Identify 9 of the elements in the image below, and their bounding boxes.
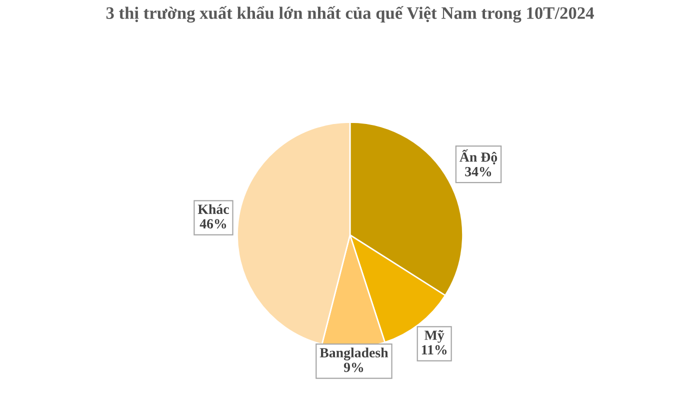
data-label: 11%	[422, 345, 447, 355]
chart-title: 3 thị trường xuất khẩu lớn nhất của quế Việt Nam trong 10T/2024	[106, 6, 594, 23]
data-label: 9%	[344, 362, 364, 372]
slice-label: Khác	[198, 204, 229, 214]
slice-label: Mỹ	[424, 330, 444, 343]
data-label: 34%	[465, 166, 492, 176]
slice-label: Bangladesh	[320, 348, 388, 360]
data-label: 46%	[200, 219, 226, 229]
slice-label: Ấn Độ	[460, 149, 498, 164]
